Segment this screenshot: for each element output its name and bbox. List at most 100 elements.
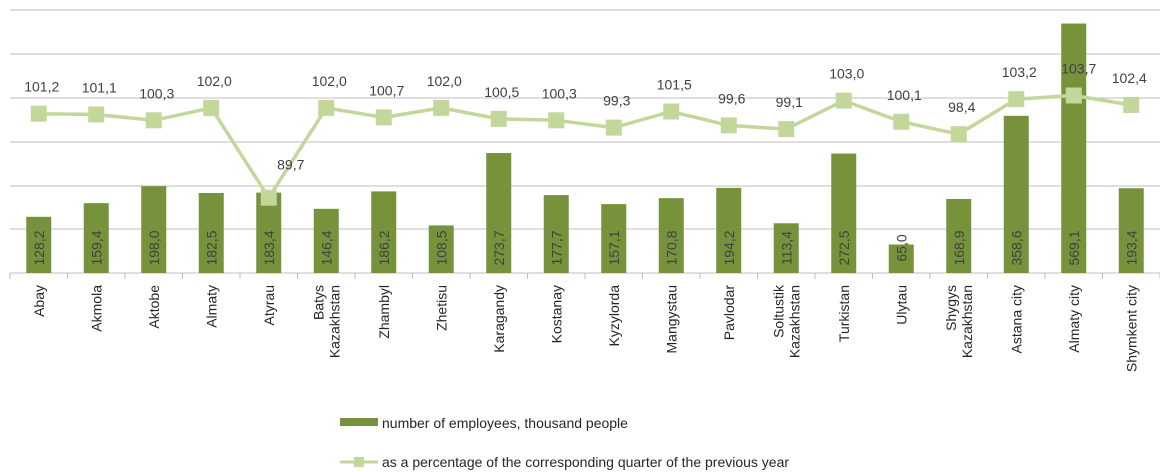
bar-data-label: 194,2 <box>721 230 737 265</box>
bar <box>831 153 857 273</box>
line-marker <box>950 126 967 143</box>
line-data-label: 99,1 <box>776 94 803 110</box>
line-marker <box>1065 87 1082 104</box>
line-data-label: 103,0 <box>829 66 864 82</box>
line-data-label: 102,0 <box>427 73 462 89</box>
category-label: SoltustikKazakhstan <box>770 284 802 358</box>
category-label: Kyzylorda <box>606 285 622 347</box>
line-marker <box>433 99 450 116</box>
line-data-label: 99,6 <box>718 90 745 106</box>
category-label: Zhetisu <box>433 285 449 331</box>
line-data-label: 103,2 <box>1002 64 1037 80</box>
line-marker <box>893 113 910 130</box>
line-series <box>30 87 1140 206</box>
category-label: Mangystau <box>663 285 679 353</box>
line-data-label: 101,5 <box>657 77 692 93</box>
line-data-label: 89,7 <box>277 157 304 173</box>
category-label: Abay <box>31 285 47 317</box>
line-marker <box>1008 91 1025 108</box>
category-labels: Abay Akmola Aktobe Almaty Atyrau BatysKazakhs… <box>31 284 1140 372</box>
line-data-label: 100,1 <box>887 87 922 103</box>
line-data-label: 101,2 <box>24 79 59 95</box>
legend-line-marker <box>354 457 364 467</box>
bar-data-label: 358,6 <box>1008 230 1024 265</box>
category-label: Almaty <box>203 285 219 328</box>
category-label: Almaty city <box>1066 285 1082 353</box>
line-marker <box>720 117 737 134</box>
category-label: Akmola <box>88 285 104 332</box>
bar-data-label: 146,4 <box>318 230 334 265</box>
bar <box>313 208 339 273</box>
bar-data-label: 65,0 <box>893 234 909 261</box>
line-marker <box>318 99 335 116</box>
bar-data-label: 157,1 <box>606 230 622 265</box>
bar-data-label: 128,2 <box>31 230 47 265</box>
bar <box>543 195 569 273</box>
line-marker <box>1123 96 1140 113</box>
line-marker <box>490 110 507 127</box>
legend-bar-swatch <box>340 418 378 426</box>
bar-data-labels: 128,2 159,4 198,0 182,5 183,4 146,4 186,2 108,5… <box>31 230 1140 265</box>
category-label: Turkistan <box>836 285 852 342</box>
bar-data-label: 569,1 <box>1066 230 1082 265</box>
line-marker <box>203 99 220 116</box>
bar-data-label: 168,9 <box>951 230 967 265</box>
legend: number of employees, thousand people as … <box>340 415 789 470</box>
bar <box>486 153 512 273</box>
line-data-label: 102,0 <box>312 73 347 89</box>
line-data-labels: 101,2 101,1 100,3 102,0 89,7 102,0 100,7 102,0 1… <box>24 60 1147 172</box>
category-label: BatysKazakhstan <box>310 285 342 358</box>
line-marker <box>88 106 105 123</box>
category-label: Aktobe <box>146 285 162 329</box>
line-marker <box>260 189 277 206</box>
bar <box>1061 23 1087 274</box>
line-marker <box>145 112 162 129</box>
line-marker <box>548 112 565 129</box>
line-data-label: 99,3 <box>603 93 630 109</box>
line-data-label: 100,5 <box>484 84 519 100</box>
legend-line-label: as a percentage of the corresponding qua… <box>382 454 789 470</box>
gridlines <box>9 9 1160 279</box>
bar-data-label: 108,5 <box>433 230 449 265</box>
bar-data-label: 177,7 <box>548 230 564 265</box>
line-marker <box>835 92 852 109</box>
line-marker <box>778 121 795 138</box>
bar-data-label: 198,0 <box>146 230 162 265</box>
line-data-label: 100,3 <box>139 85 174 101</box>
bar <box>716 187 742 273</box>
category-label: Shymkent city <box>1123 285 1139 372</box>
line-marker <box>375 109 392 126</box>
bar <box>256 192 282 273</box>
bar <box>773 223 799 273</box>
category-label: Kostanay <box>548 285 564 343</box>
bar-data-label: 182,5 <box>203 230 219 265</box>
bar-series <box>26 23 1144 274</box>
bar-data-label: 113,4 <box>778 231 794 265</box>
bar <box>371 191 397 273</box>
category-label: Astana city <box>1008 285 1024 353</box>
category-label: Atyrau <box>261 285 277 325</box>
bar <box>888 244 914 273</box>
bar <box>658 198 684 273</box>
bar-data-label: 273,7 <box>491 230 507 265</box>
bar <box>1118 188 1144 273</box>
line-data-label: 102,4 <box>1112 70 1147 86</box>
bar-data-label: 186,2 <box>376 230 392 265</box>
line-data-label: 100,7 <box>369 82 404 98</box>
bar-data-label: 170,8 <box>663 230 679 265</box>
bar-data-label: 183,4 <box>261 230 277 265</box>
line-data-label: 98,4 <box>948 99 975 115</box>
bar-data-label: 272,5 <box>836 230 852 265</box>
legend-bar-label: number of employees, thousand people <box>382 415 628 431</box>
line-marker <box>663 103 680 120</box>
category-label: ShygysKazakhstan <box>943 285 975 358</box>
bar <box>83 203 109 273</box>
bar <box>428 225 454 273</box>
bar <box>26 216 52 273</box>
line-data-label: 103,7 <box>1061 60 1096 76</box>
category-label: Ulytau <box>893 285 909 325</box>
bar <box>198 193 224 273</box>
category-label: Karagandy <box>491 285 507 353</box>
line-marker <box>605 119 622 136</box>
